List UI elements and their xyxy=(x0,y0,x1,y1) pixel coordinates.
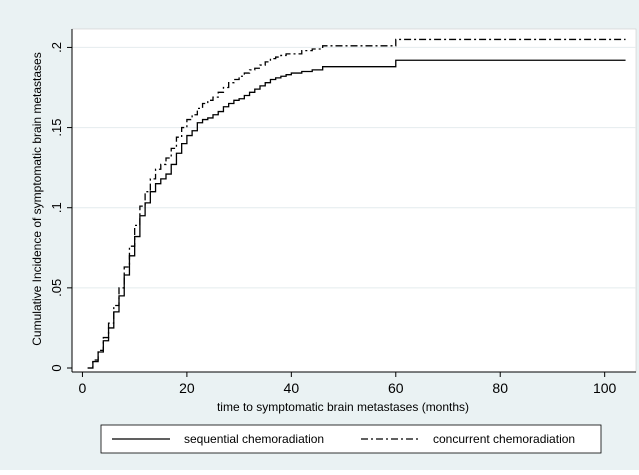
x-axis-ticks: 0 20 40 60 80 100 xyxy=(79,372,617,396)
x-tick-label: 80 xyxy=(492,380,508,396)
y-tick-label: .05 xyxy=(49,279,64,297)
legend-label-sequential: sequential chemoradiation xyxy=(184,432,324,446)
x-tick-label: 40 xyxy=(284,380,300,396)
x-tick-label: 100 xyxy=(593,380,617,396)
x-tick-label: 0 xyxy=(79,380,87,396)
y-tick-label: 0 xyxy=(49,364,64,371)
legend-box xyxy=(100,424,602,454)
x-tick-label: 60 xyxy=(388,380,404,396)
gridlines xyxy=(72,46,636,289)
legend-label-concurrent: concurrent chemoradiation xyxy=(433,432,575,446)
y-tick-label: .15 xyxy=(49,119,64,137)
y-tick-label: .2 xyxy=(49,42,64,53)
y-tick-label: .1 xyxy=(49,202,64,213)
series-group xyxy=(87,38,626,369)
plot-area xyxy=(71,28,637,373)
y-axis-ticks: 0 .05 .1 .15 .2 xyxy=(49,42,72,372)
y-axis-title: Cumulative Incidence of symptomatic brai… xyxy=(30,52,44,345)
x-tick-label: 20 xyxy=(179,380,195,396)
x-axis-title: time to symptomatic brain metastases (mo… xyxy=(217,400,469,414)
legend: sequential chemoradiation concurrent che… xyxy=(100,424,602,454)
series-line-concurrent xyxy=(87,38,626,369)
